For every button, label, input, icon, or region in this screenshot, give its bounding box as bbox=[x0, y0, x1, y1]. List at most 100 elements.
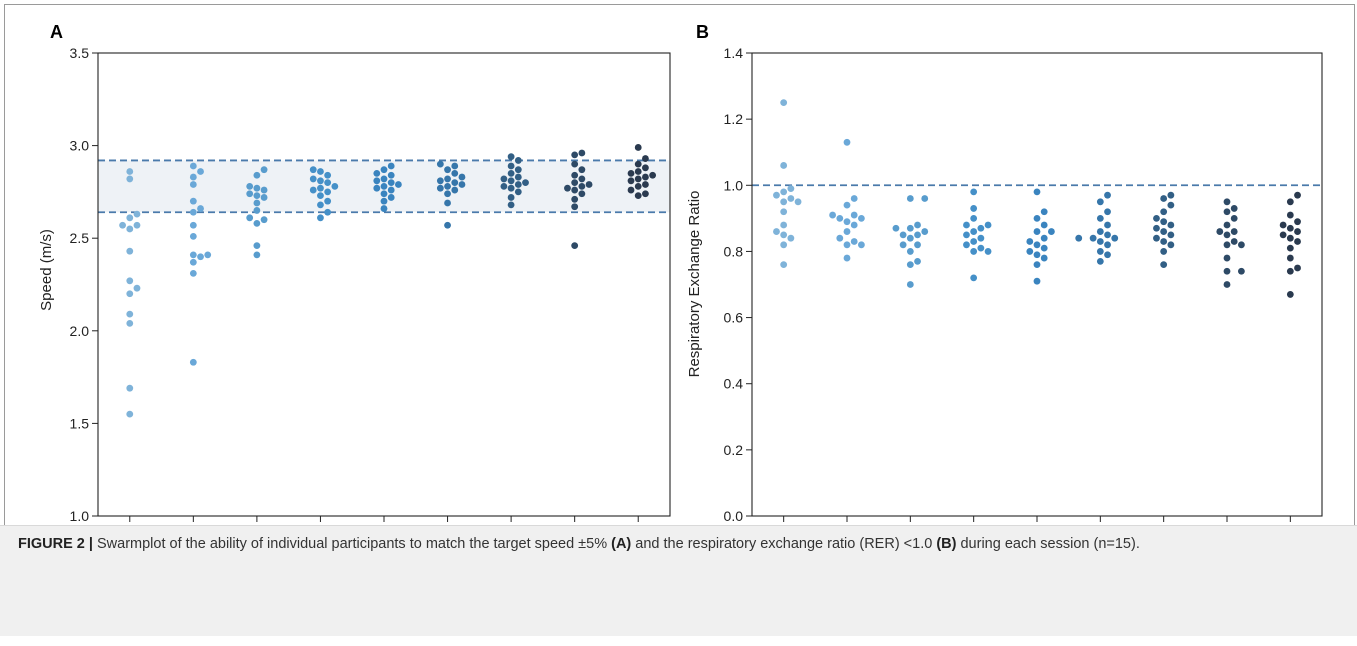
panel-b-data-point bbox=[780, 162, 788, 169]
panel-b-data-point bbox=[858, 241, 865, 249]
panel-b-data-point bbox=[1223, 241, 1231, 249]
panel-a-data-point bbox=[387, 171, 395, 179]
panel-b-ytick-label: 1.0 bbox=[724, 177, 744, 193]
panel-b-data-point bbox=[1104, 241, 1111, 249]
panel-a-data-point bbox=[189, 269, 197, 277]
panel-b-data-point bbox=[780, 231, 788, 239]
panel-b-ytick-label: 1.2 bbox=[724, 111, 744, 127]
panel-b-data-point bbox=[1160, 228, 1168, 235]
panel-a-data-point bbox=[522, 179, 529, 187]
panel-a-data-point bbox=[634, 144, 642, 151]
panel-a-data-point bbox=[507, 201, 515, 209]
panel-a-data-point bbox=[317, 184, 324, 192]
panel-b-data-point bbox=[892, 224, 900, 232]
panel-a-data-point bbox=[571, 203, 579, 211]
panel-a-data-point bbox=[126, 319, 134, 327]
panel-a-ytick-label: 2.5 bbox=[70, 230, 90, 246]
panel-a-data-point bbox=[627, 186, 635, 194]
panel-a-data-point bbox=[253, 192, 261, 200]
panel-b-data-point bbox=[1033, 228, 1041, 235]
panel-b-ytick-label: 1.4 bbox=[724, 45, 744, 61]
figure-frame bbox=[4, 4, 1355, 601]
panel-a-data-point bbox=[444, 182, 451, 190]
panel-a-data-point bbox=[260, 186, 268, 194]
panel-a-data-point bbox=[514, 188, 522, 196]
panel-b-data-point bbox=[1286, 224, 1294, 232]
panel-b-data-point bbox=[1167, 221, 1175, 229]
panel-a-data-point bbox=[387, 162, 395, 170]
panel-a-data-point bbox=[317, 214, 324, 222]
panel-b-data-point bbox=[1238, 241, 1245, 249]
panel-a-data-point bbox=[324, 208, 332, 216]
panel-b-data-point bbox=[1040, 254, 1048, 262]
panel-b-data-point bbox=[843, 138, 851, 146]
panel-a-data-point bbox=[197, 205, 204, 212]
panel-a-data-point bbox=[507, 162, 515, 170]
panel-b-data-point bbox=[1033, 214, 1041, 222]
panel-a-data-point bbox=[133, 210, 141, 218]
panel-a-data-point bbox=[451, 179, 459, 187]
panel-a-data-point bbox=[387, 179, 395, 187]
panel-a-data-point bbox=[642, 155, 649, 162]
panel-a-data-point bbox=[126, 290, 134, 298]
caption-text-1: Swarmplot of the ability of individual p… bbox=[92, 536, 612, 552]
panel-b-data-point bbox=[1096, 228, 1104, 235]
panel-a-ytick-label: 1.0 bbox=[70, 508, 90, 524]
panel-b: B Respiratory Exchange Ratio session 0.0… bbox=[686, 22, 1323, 561]
panel-b-data-point bbox=[843, 201, 851, 209]
panel-a-data-point bbox=[627, 169, 635, 177]
panel-a-data-point bbox=[189, 232, 197, 240]
panel-b-data-point bbox=[1096, 238, 1104, 245]
panel-b-data-point bbox=[906, 224, 914, 232]
panel-b-data-point bbox=[1040, 234, 1048, 242]
panel-b-data-point bbox=[1223, 231, 1231, 239]
panel-b-data-point bbox=[1167, 191, 1175, 199]
panel-b-data-point bbox=[970, 188, 978, 196]
figure-caption: FIGURE 2 | Swarmplot of the ability of i… bbox=[18, 534, 1339, 555]
panel-b-data-point bbox=[906, 248, 914, 255]
panel-b-data-point bbox=[914, 221, 921, 229]
caption-figure-label: FIGURE 2 | bbox=[18, 536, 93, 552]
panel-b-data-point bbox=[780, 208, 788, 216]
panel-b-data-point bbox=[1104, 221, 1111, 229]
panel-a-data-point bbox=[133, 284, 141, 292]
panel-b-data-point bbox=[1153, 224, 1160, 232]
panel-a-data-point bbox=[444, 190, 451, 198]
panel-a-data-point bbox=[436, 160, 444, 168]
panel-a-data-point bbox=[380, 205, 388, 212]
panel-b-data-point bbox=[1075, 234, 1083, 242]
panel-b-data-point bbox=[843, 254, 851, 262]
panel-a-data-point bbox=[507, 169, 515, 177]
caption-text-3: during each session (n=15). bbox=[956, 536, 1140, 552]
panel-b-data-point bbox=[1294, 218, 1301, 226]
panel-b-data-point bbox=[780, 241, 788, 249]
panel-a-data-point bbox=[324, 197, 332, 205]
panel-a-data-point bbox=[578, 182, 586, 190]
panel-a-data-point bbox=[642, 164, 649, 172]
panel-b-data-point bbox=[1089, 234, 1097, 242]
panel-a-data-point bbox=[324, 179, 332, 187]
panel-a-data-point bbox=[578, 149, 586, 157]
panel-b-data-point bbox=[1286, 267, 1294, 275]
panel-b-data-point bbox=[850, 195, 858, 202]
panel-a-data-point bbox=[649, 171, 657, 179]
panel-a-data-point bbox=[133, 221, 141, 229]
panel-a-data-point bbox=[634, 175, 642, 183]
panel-a-data-point bbox=[126, 175, 134, 183]
panel-a-data-point bbox=[317, 177, 324, 185]
panel-b-ytick-label: 0.6 bbox=[724, 310, 744, 326]
panel-b-data-point bbox=[780, 99, 788, 107]
panel-b-data-point bbox=[914, 257, 921, 265]
panel-a-ytick-label: 3.0 bbox=[70, 138, 90, 154]
panel-b-data-point bbox=[1223, 281, 1231, 288]
panel-b-data-point bbox=[1096, 198, 1104, 206]
panel-b-data-point bbox=[1040, 221, 1048, 229]
panel-b-data-point bbox=[850, 238, 858, 245]
panel-b-data-point bbox=[1286, 291, 1294, 298]
panel-a-data-point bbox=[634, 182, 642, 190]
panel-a-data-point bbox=[126, 384, 134, 392]
panel-a-data-point bbox=[507, 153, 515, 161]
panel-a-data-point bbox=[309, 175, 317, 183]
panel-b-data-point bbox=[780, 221, 788, 229]
panel-a-data-point bbox=[458, 173, 466, 181]
